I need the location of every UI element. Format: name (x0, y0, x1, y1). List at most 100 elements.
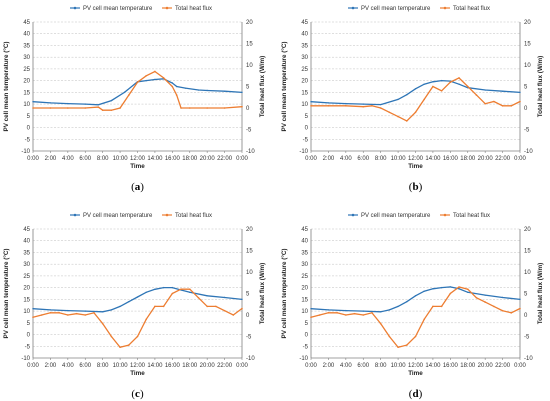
x-tick-label: 14:00 (425, 363, 441, 369)
x-tick-label: 16:00 (165, 156, 181, 162)
y-axis-right-title: Total heat flux (W/m) (537, 56, 544, 117)
y-axis-right-title: Total heat flux (W/m) (259, 263, 266, 324)
heat-flux-point (162, 305, 165, 308)
heat-flux-point (510, 312, 513, 314)
legend-label-heat-flux: Total heat flux (453, 6, 490, 12)
heat-flux-point (345, 314, 347, 316)
temperature-point (67, 309, 69, 312)
y-right-tick-label: 5 (524, 85, 528, 91)
y-tick-label: 45 (23, 20, 30, 26)
heat-flux-point (397, 115, 399, 118)
x-tick-label: 16:00 (165, 363, 181, 369)
x-tick-label: 18:00 (182, 363, 198, 369)
heat-flux-point (379, 322, 382, 325)
x-tick-label: 10:00 (113, 156, 129, 162)
panel-label: (c) (131, 388, 144, 400)
y-right-tick-label: 0 (524, 106, 528, 112)
legend-label-temperature: PV cell mean temperature (83, 6, 153, 12)
y-axis-title: PV cell mean temperature (°C) (2, 41, 10, 131)
heat-flux-point (449, 292, 452, 295)
x-tick-label: 8:00 (375, 156, 387, 162)
legend: PV cell mean temperature Total heat flux (348, 213, 490, 219)
heat-flux-point (206, 107, 208, 109)
x-tick-label: 20:00 (200, 156, 216, 162)
y-right-tick-label: -5 (524, 335, 530, 341)
temperature-point (110, 309, 113, 311)
x-tick-label: 2:00 (323, 156, 335, 162)
heat-flux-point (162, 77, 165, 79)
heat-flux-point (475, 297, 478, 299)
heat-flux-point (110, 335, 113, 338)
temperature-point (84, 103, 86, 105)
heat-flux-point (49, 107, 52, 109)
chart-panel-d: -10 -5 0 5 10 15 20 25 30 35 40 45 -10 -5 0 5 10 15 20 0:00… (280, 213, 544, 400)
y-right-tick-label: -10 (246, 356, 255, 362)
temperature-point (241, 91, 243, 94)
y-right-tick-label: 10 (246, 63, 253, 69)
y-tick-label: -5 (303, 344, 309, 350)
temperature-point (327, 309, 330, 311)
heat-flux-point (432, 305, 434, 308)
heat-flux-point (353, 312, 356, 315)
y-tick-label: 0 (27, 333, 31, 339)
y-right-tick-label: 15 (524, 42, 531, 48)
temperature-point (97, 104, 100, 106)
heat-flux-point (327, 105, 330, 107)
heat-flux-point (97, 106, 100, 108)
heat-flux-point (136, 81, 139, 83)
temperature-point (49, 102, 52, 104)
heat-flux-point (318, 314, 321, 316)
y-right-tick-label: 10 (246, 270, 253, 276)
y-tick-label: 45 (301, 20, 308, 26)
x-tick-label: 14:00 (147, 156, 163, 162)
temperature-point (154, 288, 156, 290)
temperature-point (484, 294, 486, 296)
heat-flux-point (58, 312, 60, 314)
y-axis-title: PV cell mean temperature (°C) (2, 248, 10, 338)
x-tick-label: 4:00 (340, 156, 352, 162)
legend-marker-temperature (73, 213, 77, 217)
temperature-point (519, 298, 521, 301)
y-tick-label: -10 (21, 356, 30, 362)
temperature-point (223, 90, 226, 92)
temperature-point (414, 295, 417, 297)
y-right-tick-label: 0 (246, 313, 250, 319)
heat-flux-point (510, 105, 513, 107)
y-tick-label: 0 (305, 126, 309, 132)
y-right-tick-label: 0 (246, 106, 250, 112)
x-tick-label: 18:00 (460, 156, 476, 162)
x-tick-label: 20:00 (478, 363, 494, 369)
heat-flux-point (197, 297, 200, 299)
legend: PV cell mean temperature Total heat flux (70, 213, 212, 219)
x-tick-label: 0:00 (514, 363, 526, 369)
heat-flux-point (484, 301, 486, 303)
heat-flux-point (388, 111, 391, 114)
gridlines (33, 21, 242, 140)
temperature-point (501, 90, 504, 92)
x-axis-title: Time (130, 370, 145, 377)
y-tick-label: 20 (301, 286, 308, 292)
heat-flux-point (49, 312, 52, 314)
x-tick-label: 12:00 (408, 363, 424, 369)
temperature-point (362, 103, 364, 105)
temperature-point (171, 286, 174, 289)
x-tick-label: 2:00 (323, 363, 335, 369)
x-tick-label: 0:00 (27, 156, 39, 162)
heat-flux-point (223, 107, 226, 109)
series-line-temperature (310, 79, 521, 106)
x-tick-label: 20:00 (200, 363, 216, 369)
legend-label-temperature: PV cell mean temperature (83, 213, 153, 219)
temperature-point (206, 89, 208, 92)
heat-flux-point (310, 105, 312, 107)
legend-marker-heat-flux (443, 6, 447, 10)
temperature-point (154, 78, 156, 81)
heat-flux-point (175, 94, 178, 96)
temperature-point (84, 310, 86, 312)
x-tick-label: 4:00 (62, 156, 74, 162)
y-tick-label: 0 (27, 126, 31, 132)
x-tick-label: 14:00 (425, 156, 441, 162)
y-right-tick-label: 15 (246, 42, 253, 48)
heat-flux-point (458, 77, 460, 79)
x-tick-label: 12:00 (130, 156, 146, 162)
temperature-point (345, 102, 347, 105)
